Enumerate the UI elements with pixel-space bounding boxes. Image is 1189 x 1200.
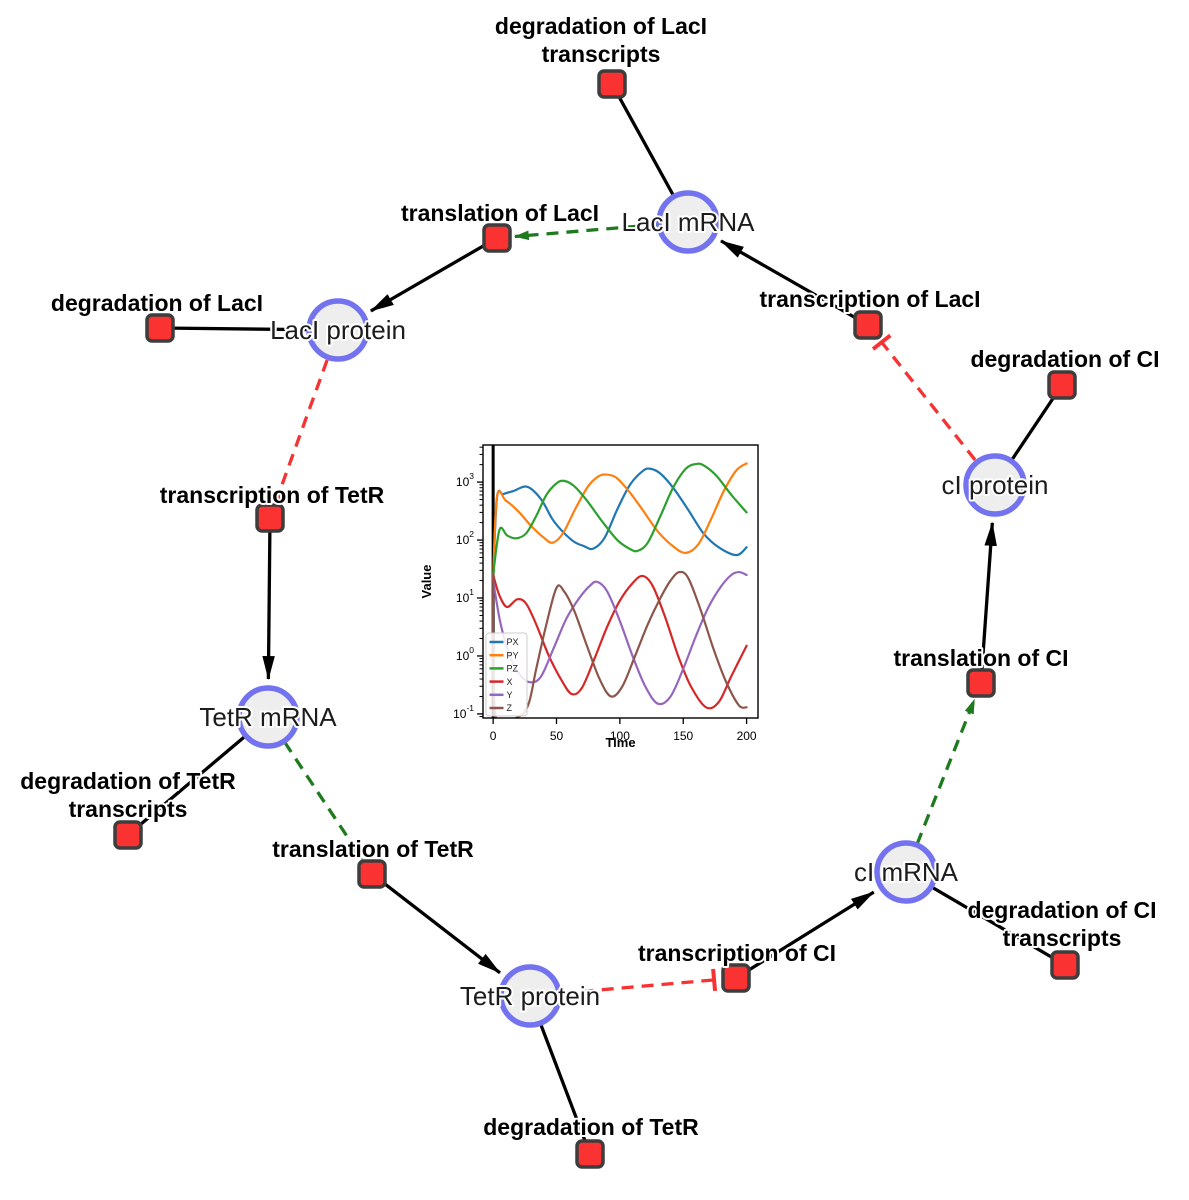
labels-layer: LacI mRNA LacI protein TetR mRNA TetR prote…	[18, 11, 1161, 1142]
reaction-label-translation_ci-line1: translation of CI	[893, 645, 1068, 671]
edge-production-transcription_laci-laci_mrna	[720, 239, 869, 327]
x-tick-label: 200	[737, 729, 757, 743]
edge-modifier-laci_mrna-translation_laci	[513, 222, 659, 241]
inhibition-tbar-transcription_ci	[711, 968, 718, 992]
series-line-PY	[492, 462, 748, 582]
reaction-node-translation_laci[interactable]	[482, 223, 512, 253]
reaction-node-deg_ci[interactable]	[1047, 370, 1077, 400]
series-line-PX	[492, 467, 748, 582]
reaction-node-deg_laci[interactable]	[145, 313, 175, 343]
reaction-label-deg_laci-line1: degradation of LacI	[51, 290, 263, 316]
legend-label-PZ: PZ	[507, 664, 519, 674]
reaction-node-deg_laci_tx[interactable]	[597, 69, 627, 99]
reaction-label-deg_laci_tx-line2: transcripts	[542, 41, 661, 67]
reaction-label-deg_tetr_tx-line2: transcripts	[69, 796, 188, 822]
species-node-tetr_mrna[interactable]	[236, 685, 300, 749]
edge-inhibition-laci_protein-transcription_tetr	[275, 359, 329, 498]
legend-label-Z: Z	[507, 703, 513, 713]
edge-production-transcription_tetr-tetr_mrna	[262, 517, 275, 681]
reaction-label-transcription_ci-line1: transcription of CI	[638, 940, 836, 966]
species-label-ci_protein: cI protein	[942, 470, 1049, 500]
species-node-laci_protein[interactable]	[306, 298, 370, 362]
series-line-X	[492, 573, 748, 710]
species-node-ci_mrna[interactable]	[874, 840, 938, 904]
reaction-label-deg_tetr_tx-line1: degradation of TetR	[20, 768, 236, 794]
reaction-node-transcription_tetr[interactable]	[255, 503, 285, 533]
species-label-laci_mrna: LacI mRNA	[622, 207, 756, 237]
legend-label-X: X	[507, 677, 513, 687]
edge-modifier-ci_mrna-translation_ci	[915, 698, 976, 845]
edge-inhibition-ci_protein-transcription_laci	[880, 341, 977, 461]
x-tick-label: 100	[610, 729, 630, 743]
species-node-laci_mrna[interactable]	[656, 190, 720, 254]
reaction-label-deg_ci_tx-line2: transcripts	[1003, 925, 1122, 951]
edge-production-translation_laci-laci_protein	[369, 236, 498, 313]
reaction-node-deg_ci_tx[interactable]	[1050, 950, 1080, 980]
reaction-label-deg_ci-line1: degradation of CI	[970, 346, 1159, 372]
reaction-label-deg_laci_tx-line1: degradation of LacI	[495, 13, 707, 39]
edge-production-transcription_ci-ci_mrna	[735, 890, 875, 980]
y-tick-label: 103	[456, 471, 474, 489]
reaction-node-translation_tetr[interactable]	[357, 859, 387, 889]
legend-label-Y: Y	[507, 690, 513, 700]
legend-label-PX: PX	[507, 637, 519, 647]
nodes-layer	[113, 69, 1080, 1169]
species-label-tetr_mrna: TetR mRNA	[199, 702, 337, 732]
species-label-laci_protein: LacI protein	[270, 315, 406, 345]
y-axis-label: Value	[419, 565, 434, 599]
species-node-ci_protein[interactable]	[963, 453, 1027, 517]
x-tick-label: 0	[490, 729, 497, 743]
legend-label-PY: PY	[507, 650, 519, 660]
reaction-label-deg_ci_tx-line1: degradation of CI	[967, 897, 1156, 923]
x-axis-label: Time	[605, 735, 635, 750]
species-label-tetr_protein: TetR protein	[460, 981, 600, 1011]
reaction-node-deg_tetr[interactable]	[575, 1139, 605, 1169]
inhibition-tbar-transcription_laci	[871, 333, 892, 351]
reaction-label-transcription_tetr-line1: transcription of TetR	[160, 482, 385, 508]
y-tick-label: 10-1	[453, 703, 474, 721]
edge-production-translation_ci-ci_protein	[979, 521, 997, 684]
reaction-node-translation_ci[interactable]	[966, 668, 996, 698]
reaction-label-deg_tetr-line1: degradation of TetR	[483, 1114, 699, 1140]
edge-production-translation_tetr-tetr_protein	[370, 872, 501, 975]
edge-inhibition-tetr_protein-transcription_ci	[561, 978, 715, 995]
x-tick-label: 50	[550, 729, 564, 743]
y-tick-label: 100	[456, 645, 474, 663]
x-tick-label: 150	[673, 729, 693, 743]
inhibition-tbar-transcription_tetr	[266, 491, 289, 503]
species-label-ci_mrna: cI mRNA	[854, 857, 959, 887]
reaction-node-transcription_laci[interactable]	[853, 310, 883, 340]
series-line-Z	[491, 570, 748, 718]
series-line-Y	[492, 570, 748, 706]
reaction-node-deg_tetr_tx[interactable]	[113, 820, 143, 850]
y-tick-label: 102	[456, 529, 474, 547]
series-line-PZ	[492, 462, 748, 577]
plot-background	[483, 445, 758, 718]
edge-modifier-tetr_mrna-translation_tetr	[283, 741, 364, 860]
inset-chart: 0 50 100 150 20010-1100101102103TimeValuePXP…	[419, 444, 759, 750]
reaction-label-translation_tetr-line1: translation of TetR	[272, 836, 474, 862]
reaction-label-transcription_laci-line1: transcription of LacI	[759, 286, 980, 312]
legend: PX PY PZ XYZ	[485, 632, 528, 717]
reaction-node-transcription_ci[interactable]	[721, 963, 751, 993]
y-tick-label: 101	[456, 587, 474, 605]
reaction-label-translation_laci-line1: translation of LacI	[401, 200, 599, 226]
species-node-tetr_protein[interactable]	[498, 964, 562, 1028]
